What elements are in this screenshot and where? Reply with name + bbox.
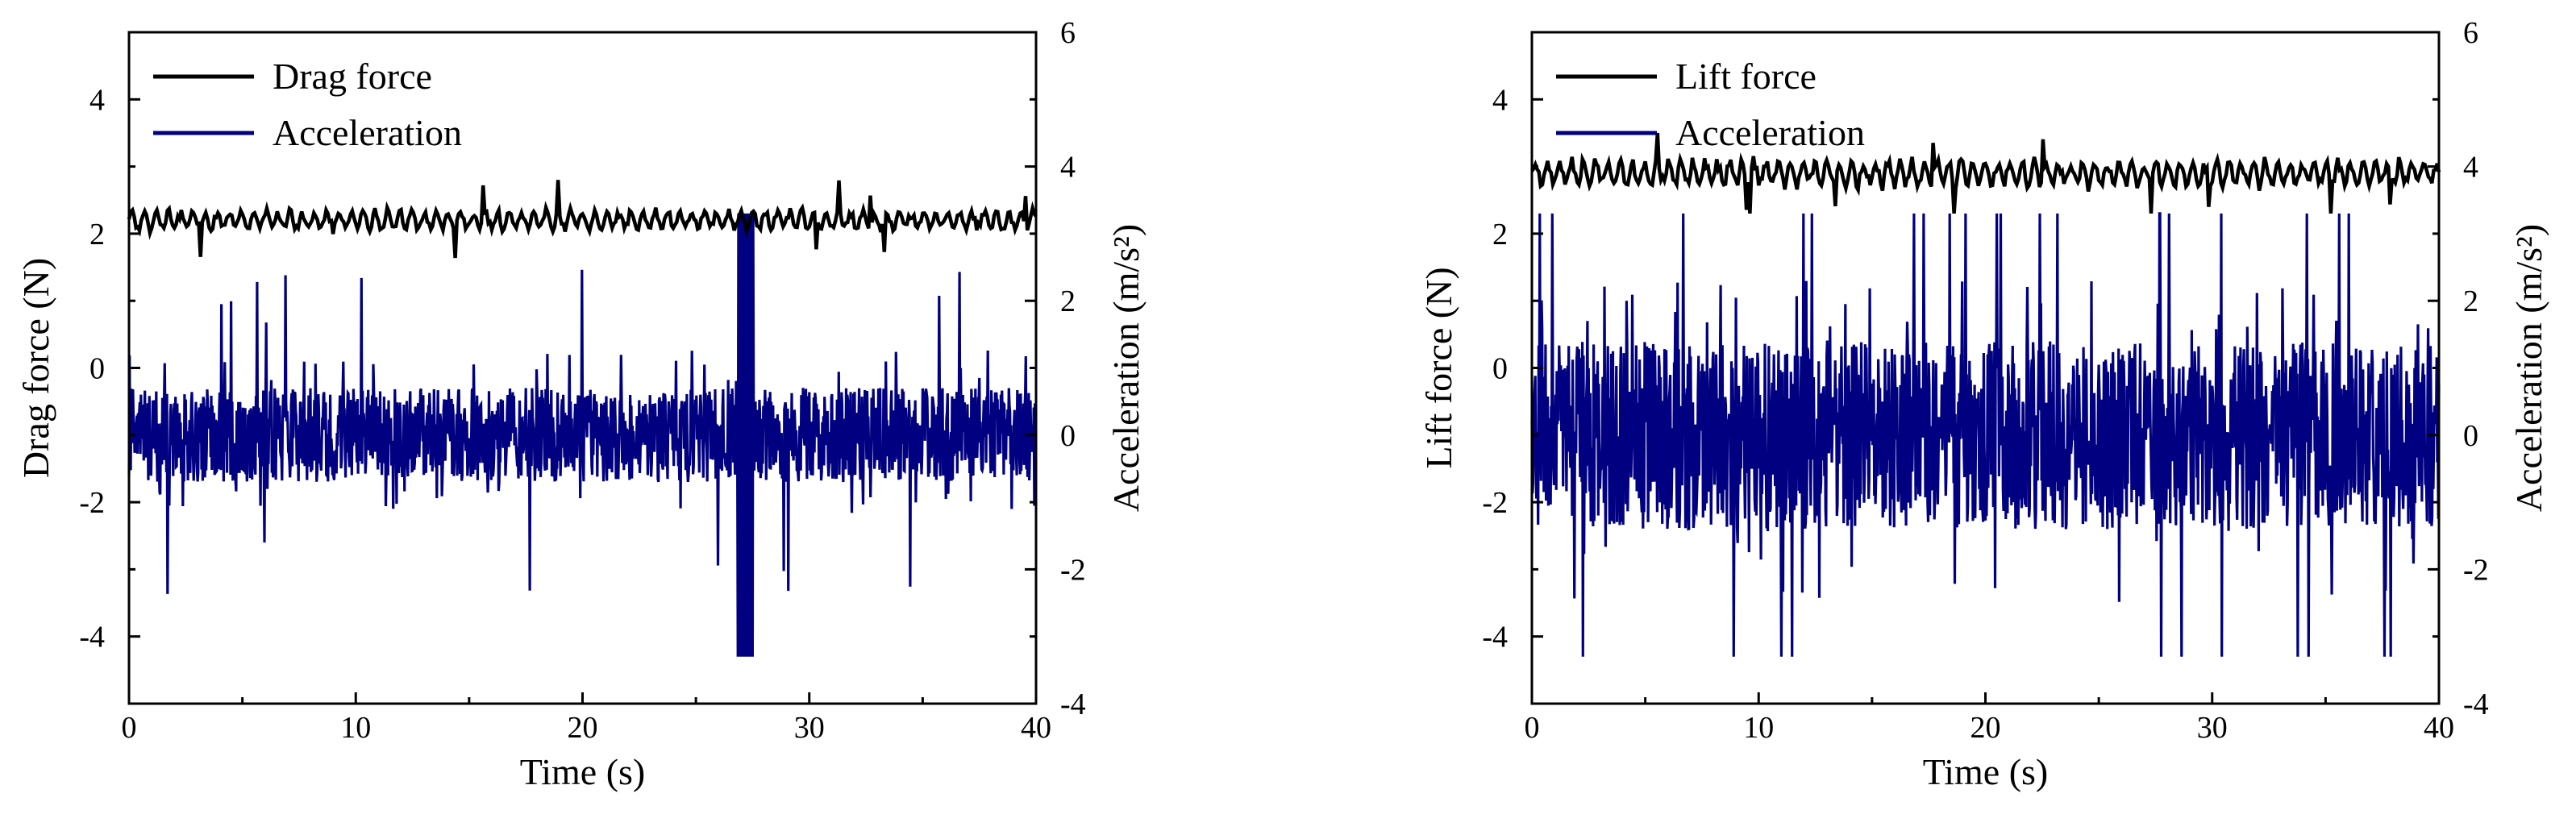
drag-force-chart: 0 10 20 30 40 -4 -2 0 2 4 -4 -2 0 2 4 6 Time (s) Drag for… <box>15 16 1147 792</box>
acceleration-series-line <box>127 213 1038 657</box>
y-tick-label: 4 <box>89 83 105 117</box>
y-tick-label: -2 <box>79 486 105 520</box>
x-tick-label: 30 <box>794 711 825 745</box>
y2-tick-label: 4 <box>1060 151 1076 185</box>
y-tick-label: -2 <box>1482 486 1508 520</box>
legend-label-acceleration: Acceleration <box>273 112 462 153</box>
x-tick-label: 20 <box>568 711 598 745</box>
y2-tick-label: -2 <box>1060 553 1086 587</box>
y-axis-title: Drag force (N) <box>15 258 56 478</box>
x-axis-title: Time (s) <box>520 751 646 792</box>
y-tick-label: 2 <box>1492 218 1508 251</box>
y2-tick-label: 0 <box>1060 419 1076 453</box>
legend-label-force: Lift force <box>1675 56 1817 97</box>
y2-tick-label: -4 <box>1060 688 1086 721</box>
y2-tick-label: 6 <box>1060 16 1076 50</box>
y2-tick-label: 6 <box>2463 16 2478 50</box>
y-axis-title: Lift force (N) <box>1418 267 1459 468</box>
y-tick-label: -4 <box>1482 621 1508 654</box>
y2-tick-label: 2 <box>2463 285 2478 318</box>
x-tick-label: 10 <box>1743 711 1774 745</box>
y-tick-label: 0 <box>89 352 105 386</box>
x-tick-label: 40 <box>2424 711 2454 745</box>
y-tick-label: 4 <box>1492 83 1508 117</box>
y-tick-label: 2 <box>89 218 105 251</box>
force-series-line <box>127 180 1038 259</box>
y2-axis-title: Acceleration (m/s²) <box>1105 224 1147 512</box>
y2-tick-label: -2 <box>2463 553 2489 587</box>
legend-label-acceleration: Acceleration <box>1675 112 1865 153</box>
y-tick-label: 0 <box>1492 352 1508 386</box>
y2-tick-label: 0 <box>2463 419 2478 453</box>
legend-label-force: Drag force <box>273 56 432 97</box>
y2-tick-label: 2 <box>1060 285 1076 318</box>
x-tick-label: 20 <box>1970 711 2001 745</box>
x-tick-label: 10 <box>340 711 371 745</box>
x-axis-title: Time (s) <box>1923 751 2049 792</box>
y-tick-label: -4 <box>79 621 105 654</box>
lift-force-chart: 0 10 20 30 40 -4 -2 0 2 4 -4 -2 0 2 4 6 Time (s) Lift for… <box>1418 16 2549 792</box>
x-tick-label: 30 <box>2197 711 2228 745</box>
y2-tick-label: 4 <box>2463 151 2478 185</box>
x-tick-label: 40 <box>1021 711 1051 745</box>
y2-axis-title: Acceleration (m/s²) <box>2508 224 2549 512</box>
x-tick-label: 0 <box>122 711 137 745</box>
y2-tick-label: -4 <box>2463 688 2489 721</box>
force-series-line <box>1530 132 2441 214</box>
acceleration-series-line <box>1530 212 2441 657</box>
x-tick-label: 0 <box>1525 711 1540 745</box>
